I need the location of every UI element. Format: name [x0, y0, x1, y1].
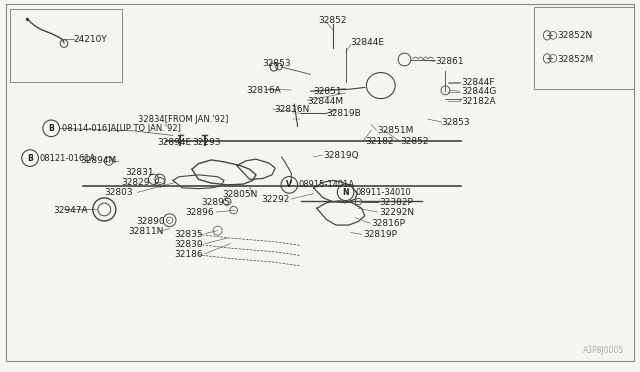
Text: 32844G: 32844G: [461, 87, 496, 96]
Text: 32819P: 32819P: [364, 230, 397, 239]
Text: 32816A: 32816A: [246, 86, 281, 94]
Text: 32182: 32182: [365, 137, 394, 146]
Text: 32895: 32895: [202, 198, 230, 207]
Text: 32830: 32830: [175, 240, 204, 249]
Bar: [10, 9, 122, 82]
Text: 32835: 32835: [175, 230, 204, 239]
Text: 32851: 32851: [314, 87, 342, 96]
Text: 32829: 32829: [122, 178, 150, 187]
Text: N: N: [342, 188, 349, 197]
Bar: [534, 7, 634, 89]
Text: 32947A: 32947A: [53, 206, 88, 215]
Text: A3P8J0005: A3P8J0005: [583, 346, 624, 355]
Text: 32816N: 32816N: [274, 105, 309, 114]
Text: 32182A: 32182A: [461, 97, 495, 106]
Text: 32805N: 32805N: [223, 190, 258, 199]
Text: 08114-016]A[UP TO JAN.'92]: 08114-016]A[UP TO JAN.'92]: [62, 124, 181, 133]
Text: 32896: 32896: [186, 208, 214, 217]
Text: 32852: 32852: [400, 137, 429, 146]
Text: 08911-34010: 08911-34010: [355, 188, 411, 197]
Text: 32861: 32861: [435, 57, 464, 66]
Text: 32852M: 32852M: [557, 55, 593, 64]
Text: 32816P: 32816P: [371, 219, 405, 228]
Text: 32844F: 32844F: [461, 78, 494, 87]
Text: 32186: 32186: [175, 250, 204, 259]
Text: 32844M: 32844M: [307, 97, 343, 106]
Text: 32844E: 32844E: [351, 38, 385, 47]
Text: 08915-1401A: 08915-1401A: [299, 180, 355, 189]
Text: 32819Q: 32819Q: [323, 151, 359, 160]
Text: 32811N: 32811N: [128, 227, 163, 236]
Text: 32819B: 32819B: [326, 109, 361, 118]
Text: 32853: 32853: [442, 118, 470, 127]
Text: B: B: [49, 124, 54, 133]
Text: 32292N: 32292N: [380, 208, 415, 217]
Text: 24210Y: 24210Y: [74, 35, 108, 44]
Text: 32853: 32853: [262, 59, 291, 68]
Text: 32834[FROM JAN.'92]: 32834[FROM JAN.'92]: [138, 115, 228, 124]
Text: 32382P: 32382P: [380, 198, 413, 207]
Text: B: B: [28, 154, 33, 163]
Text: 32852N: 32852N: [557, 31, 592, 40]
Text: 08121-0161A: 08121-0161A: [40, 154, 96, 163]
Text: 32831: 32831: [125, 169, 154, 177]
Text: 32852: 32852: [318, 16, 347, 25]
Text: 32851M: 32851M: [378, 126, 414, 135]
Text: V: V: [286, 180, 292, 189]
Text: 32803: 32803: [104, 188, 133, 197]
Text: 32894E: 32894E: [157, 138, 191, 147]
Text: 32292: 32292: [261, 195, 289, 203]
Text: 32894M: 32894M: [80, 156, 116, 165]
Text: 32293: 32293: [192, 138, 221, 147]
Text: 32890: 32890: [136, 217, 165, 226]
